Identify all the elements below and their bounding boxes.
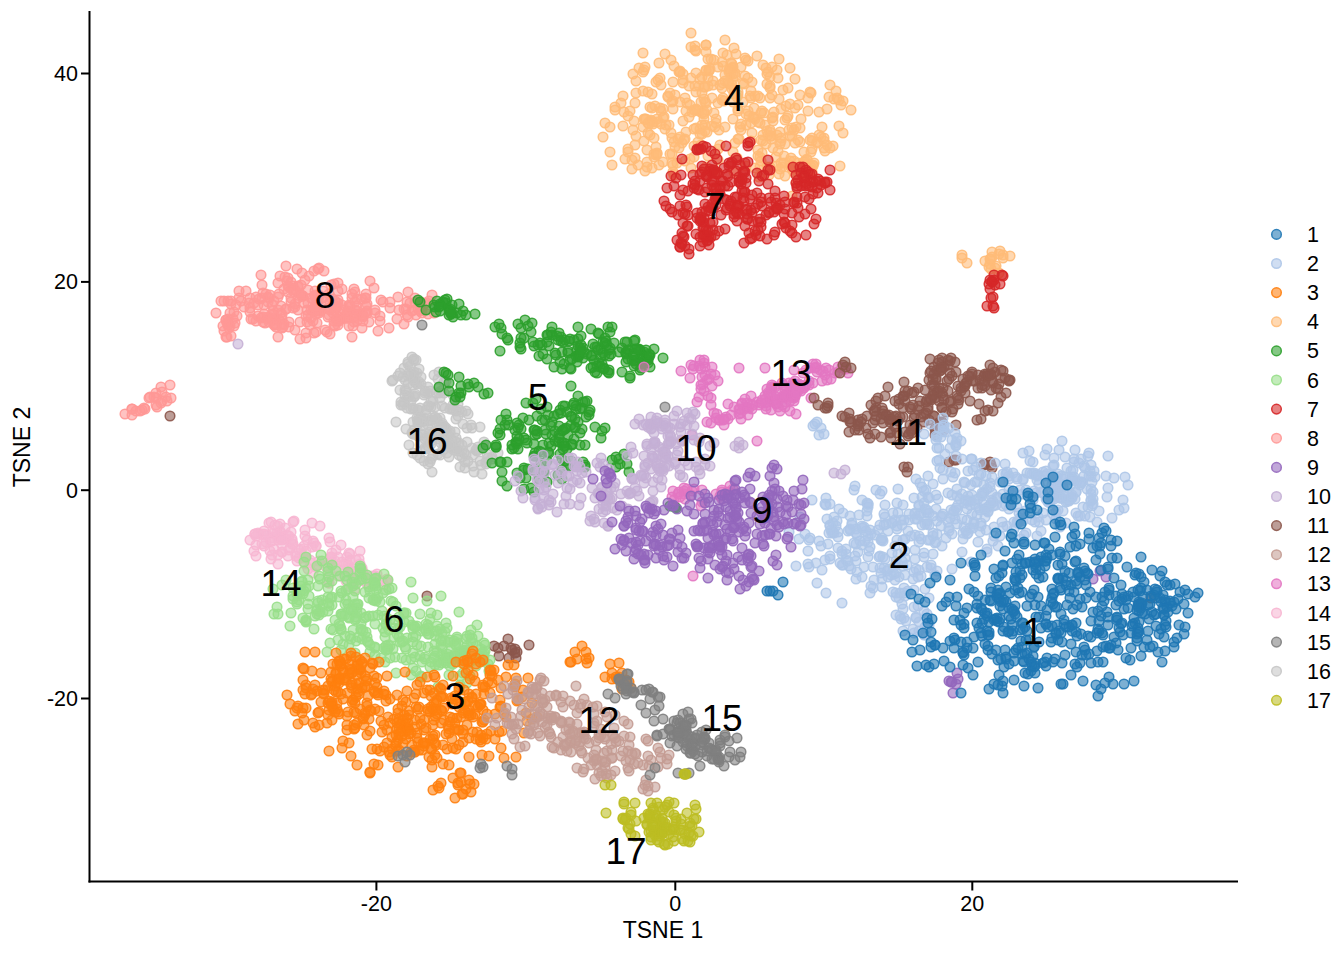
svg-text:9: 9 bbox=[1307, 456, 1319, 480]
svg-text:6: 6 bbox=[384, 599, 405, 640]
svg-text:12: 12 bbox=[578, 700, 619, 741]
svg-text:-20: -20 bbox=[47, 687, 78, 711]
svg-text:16: 16 bbox=[1307, 660, 1331, 684]
svg-text:10: 10 bbox=[1307, 485, 1331, 509]
svg-text:14: 14 bbox=[1307, 602, 1331, 626]
svg-text:15: 15 bbox=[701, 698, 742, 739]
svg-text:40: 40 bbox=[54, 62, 78, 86]
svg-text:3: 3 bbox=[445, 676, 466, 717]
svg-text:11: 11 bbox=[889, 412, 927, 453]
svg-text:-20: -20 bbox=[361, 892, 392, 916]
svg-text:6: 6 bbox=[1307, 369, 1319, 393]
svg-text:16: 16 bbox=[406, 421, 447, 462]
svg-text:0: 0 bbox=[66, 479, 78, 503]
svg-text:17: 17 bbox=[605, 831, 646, 872]
svg-text:14: 14 bbox=[260, 563, 301, 604]
svg-text:7: 7 bbox=[1307, 398, 1319, 422]
svg-text:3: 3 bbox=[1307, 281, 1319, 305]
svg-text:5: 5 bbox=[1307, 339, 1319, 363]
svg-text:11: 11 bbox=[1307, 514, 1329, 538]
svg-text:17: 17 bbox=[1307, 689, 1331, 713]
svg-text:1: 1 bbox=[1307, 223, 1319, 247]
svg-text:20: 20 bbox=[54, 270, 78, 294]
svg-text:4: 4 bbox=[724, 78, 745, 119]
svg-text:5: 5 bbox=[528, 377, 549, 418]
svg-text:2: 2 bbox=[1307, 252, 1319, 276]
svg-text:1: 1 bbox=[1023, 611, 1044, 652]
svg-text:TSNE 1: TSNE 1 bbox=[623, 917, 704, 943]
svg-text:TSNE 2: TSNE 2 bbox=[9, 407, 35, 488]
svg-text:15: 15 bbox=[1307, 631, 1331, 655]
svg-text:9: 9 bbox=[752, 490, 773, 531]
svg-text:8: 8 bbox=[315, 275, 336, 316]
svg-text:12: 12 bbox=[1307, 543, 1331, 567]
svg-text:13: 13 bbox=[770, 353, 811, 394]
svg-text:2: 2 bbox=[889, 535, 910, 576]
svg-text:0: 0 bbox=[669, 892, 681, 916]
svg-text:10: 10 bbox=[675, 428, 716, 469]
svg-text:13: 13 bbox=[1307, 572, 1331, 596]
svg-text:20: 20 bbox=[960, 892, 984, 916]
svg-text:4: 4 bbox=[1307, 310, 1319, 334]
svg-text:8: 8 bbox=[1307, 427, 1319, 451]
svg-text:7: 7 bbox=[705, 186, 726, 227]
